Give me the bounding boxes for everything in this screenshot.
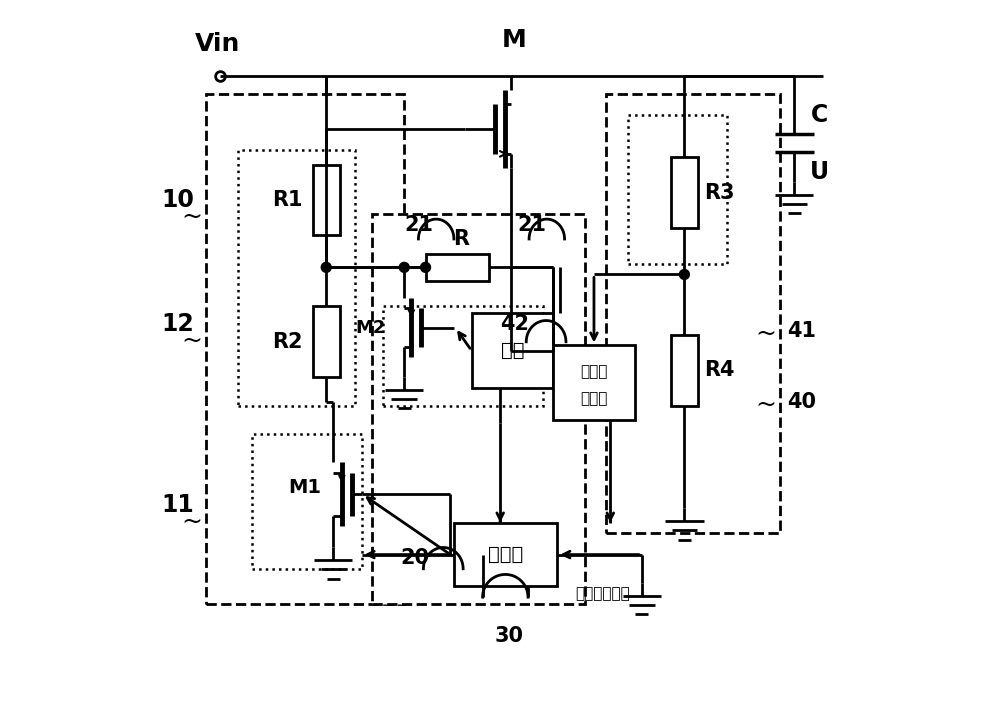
Bar [313,306,340,377]
Text: U: U [810,159,829,184]
Text: ~: ~ [181,206,202,229]
Text: R2: R2 [272,332,302,352]
Text: 触发器: 触发器 [580,392,608,407]
Bar [472,313,553,388]
Text: 斯密特: 斯密特 [580,364,608,379]
Bar [252,434,362,569]
Bar [671,335,698,406]
Bar [553,345,635,420]
Text: 20: 20 [400,548,429,568]
Text: 与门: 与门 [501,341,524,360]
Bar [383,306,543,406]
Text: M1: M1 [288,478,321,497]
Bar [454,523,557,587]
Text: 11: 11 [161,493,194,517]
Text: 上电触发信号: 上电触发信号 [575,586,630,601]
Bar [671,157,698,229]
Circle shape [321,263,331,272]
Text: 21: 21 [404,215,433,235]
Text: ~: ~ [755,394,776,417]
Circle shape [679,269,689,279]
Bar [606,93,780,533]
Text: 单片机: 单片机 [488,545,523,564]
Text: ~: ~ [181,330,202,353]
Text: ~: ~ [755,323,776,346]
Text: 21: 21 [517,215,546,235]
Bar [372,214,585,604]
Text: R3: R3 [705,183,735,203]
Bar [628,115,727,264]
Bar [426,254,489,281]
Text: 42: 42 [500,314,529,334]
Text: 30: 30 [494,626,523,646]
Bar [238,150,355,406]
Bar [206,93,404,604]
Text: Vin: Vin [195,32,240,56]
Bar [313,164,340,236]
Text: 40: 40 [787,392,816,412]
Text: 10: 10 [161,188,194,212]
Text: 12: 12 [161,312,194,336]
Text: R: R [453,229,469,249]
Text: R4: R4 [705,360,735,380]
Text: R1: R1 [272,190,302,210]
Text: 41: 41 [787,321,816,341]
Text: M: M [502,28,527,53]
Circle shape [399,263,409,272]
Circle shape [421,263,430,272]
Text: C: C [811,103,828,127]
Text: M2: M2 [355,319,385,337]
Text: ~: ~ [181,511,202,534]
